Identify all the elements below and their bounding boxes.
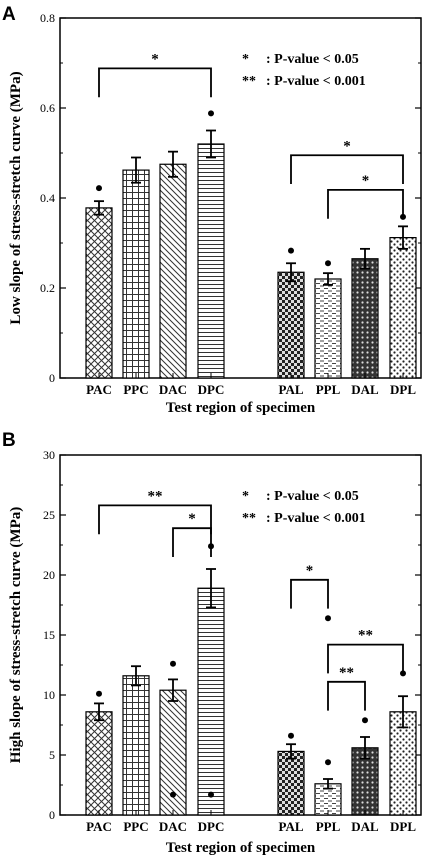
outlier-point bbox=[208, 110, 214, 117]
y-tick-label: 0 bbox=[49, 808, 55, 822]
x-tick-label: PPC bbox=[123, 819, 148, 834]
significance-label: * bbox=[306, 563, 314, 579]
legend-text: : P-value < 0.05 bbox=[266, 489, 359, 504]
x-tick-label: DAC bbox=[159, 382, 187, 397]
bar-pal bbox=[277, 271, 305, 379]
y-tick-label: 30 bbox=[43, 448, 55, 462]
significance-bracket bbox=[290, 154, 404, 185]
outlier-point bbox=[208, 791, 214, 798]
y-tick-label: 0 bbox=[49, 371, 55, 385]
legend-text: : P-value < 0.001 bbox=[266, 511, 366, 526]
y-tick-label: 10 bbox=[43, 688, 55, 702]
x-tick-label: PAC bbox=[86, 382, 112, 397]
significance-label: * bbox=[362, 173, 370, 189]
x-tick-label: DPL bbox=[390, 819, 416, 834]
bar-dpl bbox=[389, 237, 417, 379]
significance-label: * bbox=[343, 138, 351, 154]
bar-dpl bbox=[389, 711, 417, 816]
x-tick-label: DPC bbox=[198, 819, 225, 834]
x-tick-label: PPC bbox=[123, 382, 148, 397]
outlier-point bbox=[325, 615, 331, 622]
y-tick-label: 0.8 bbox=[40, 11, 55, 25]
legend-symbol: ** bbox=[242, 74, 256, 89]
bar-ppc bbox=[122, 675, 150, 816]
outlier-point bbox=[170, 791, 176, 798]
legend-text: : P-value < 0.05 bbox=[266, 52, 359, 67]
y-tick-label: 0.4 bbox=[40, 191, 55, 205]
x-tick-label: PAC bbox=[86, 819, 112, 834]
outlier-point bbox=[96, 185, 102, 192]
bar-dal bbox=[351, 258, 379, 379]
x-tick-label: DPL bbox=[390, 382, 416, 397]
x-axis-title: Test region of specimen bbox=[166, 840, 316, 856]
x-tick-label: DAC bbox=[159, 819, 187, 834]
x-tick-label: DAL bbox=[351, 819, 379, 834]
significance-label: ** bbox=[339, 665, 354, 681]
bar-pac bbox=[85, 207, 113, 379]
outlier-point bbox=[170, 660, 176, 667]
significance-bracket bbox=[98, 67, 212, 98]
y-tick-label: 0.6 bbox=[40, 101, 55, 115]
significance-bracket bbox=[327, 680, 366, 711]
bar-dpc bbox=[197, 143, 225, 379]
bar-pac bbox=[85, 711, 113, 816]
significance-label: ** bbox=[148, 488, 163, 504]
outlier-point bbox=[325, 759, 331, 766]
bar-ppc bbox=[122, 169, 150, 379]
y-axis-title: High slope of stress-stretch curve (MPa) bbox=[8, 507, 24, 763]
significance-bracket bbox=[98, 504, 212, 535]
x-tick-label: PPL bbox=[316, 819, 341, 834]
panel-letter: B bbox=[2, 430, 16, 451]
x-tick-label: DAL bbox=[351, 382, 379, 397]
x-tick-label: DPC bbox=[198, 382, 225, 397]
outlier-point bbox=[325, 260, 331, 267]
bar-dpc bbox=[197, 587, 225, 816]
outlier-point bbox=[288, 247, 294, 254]
significance-bracket bbox=[290, 578, 329, 609]
significance-bracket bbox=[327, 188, 404, 219]
x-tick-label: PAL bbox=[278, 819, 303, 834]
x-tick-label: PPL bbox=[316, 382, 341, 397]
legend-text: : P-value < 0.001 bbox=[266, 74, 366, 89]
x-tick-label: PAL bbox=[278, 382, 303, 397]
significance-bracket bbox=[327, 643, 404, 674]
outlier-point bbox=[362, 717, 368, 724]
outlier-point bbox=[288, 732, 294, 739]
bar-ppl bbox=[314, 278, 342, 379]
significance-label: * bbox=[188, 511, 196, 527]
y-axis-title: Low slope of stress-stretch curve (MPa) bbox=[8, 71, 24, 324]
significance-label: ** bbox=[358, 628, 373, 644]
bar-pal bbox=[277, 750, 305, 816]
outlier-point bbox=[96, 690, 102, 697]
panel-letter: A bbox=[2, 4, 16, 25]
y-tick-label: 15 bbox=[43, 628, 55, 642]
legend-symbol: * bbox=[242, 489, 249, 504]
y-tick-label: 5 bbox=[49, 748, 55, 762]
significance-bracket bbox=[172, 527, 212, 557]
x-axis-title: Test region of specimen bbox=[166, 400, 316, 416]
y-tick-label: 0.2 bbox=[40, 281, 55, 295]
legend-symbol: * bbox=[242, 52, 249, 67]
y-tick-label: 20 bbox=[43, 568, 55, 582]
legend-symbol: ** bbox=[242, 511, 256, 526]
significance-label: * bbox=[151, 51, 159, 67]
bar-dac bbox=[159, 163, 187, 379]
y-tick-label: 25 bbox=[43, 508, 55, 522]
